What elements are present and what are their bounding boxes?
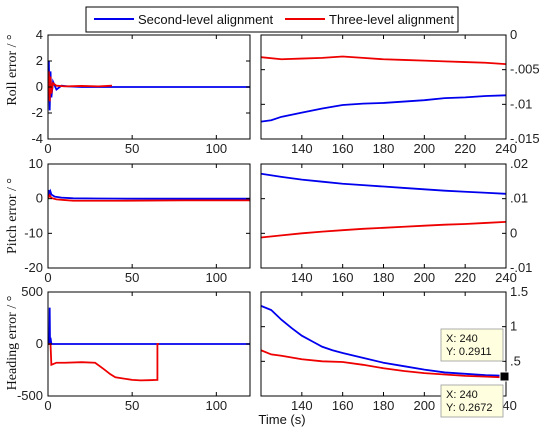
y-tick-label: 2 bbox=[36, 53, 43, 68]
x-tick-label: 140 bbox=[291, 141, 313, 156]
x-tick-label: 160 bbox=[332, 398, 354, 413]
series-line-three-level bbox=[261, 349, 506, 379]
x-tick-label: 0 bbox=[44, 270, 51, 285]
y-tick-label: 0 bbox=[36, 191, 43, 206]
x-tick-label: 100 bbox=[205, 398, 227, 413]
legend-label-second-level: Second-level alignment bbox=[138, 12, 274, 27]
y-tick-label: -.01 bbox=[510, 96, 532, 111]
series-line-three-level bbox=[48, 193, 250, 202]
x-tick-label: 50 bbox=[125, 141, 139, 156]
series-line-three-level bbox=[48, 343, 160, 382]
y-tick-label: -4 bbox=[31, 131, 43, 146]
y-tick-label: -.005 bbox=[510, 62, 540, 77]
axes-frame bbox=[260, 34, 507, 140]
y-tick-label: 4 bbox=[36, 27, 43, 42]
x-tick-label: 140 bbox=[291, 398, 313, 413]
panel-4: 140 160 180 200 220 240-.01 0 .01 .02 bbox=[260, 156, 532, 285]
series-line-second-level bbox=[261, 94, 506, 123]
x-tick-label: 0 bbox=[44, 141, 51, 156]
series-line-second-level bbox=[48, 60, 250, 111]
y-tick-label: -10 bbox=[24, 225, 43, 240]
x-tick-label: 50 bbox=[125, 398, 139, 413]
y-tick-label: .01 bbox=[510, 191, 528, 206]
datatip-2-y: Y: 0.2672 bbox=[446, 402, 493, 414]
x-tick-label: 160 bbox=[332, 141, 354, 156]
x-tick-label: 240 bbox=[495, 270, 517, 285]
y-tick-label: -20 bbox=[24, 260, 43, 275]
axes-frame bbox=[47, 163, 251, 269]
x-tick-label: 100 bbox=[205, 141, 227, 156]
x-tick-label: 0 bbox=[44, 398, 51, 413]
datatip-marker bbox=[499, 371, 510, 382]
datatip-1: X: 240 Y: 0.2911 bbox=[440, 328, 504, 362]
x-tick-label: 180 bbox=[373, 141, 395, 156]
y-tick-label: 1.5 bbox=[510, 284, 528, 299]
datatip-2-x: X: 240 bbox=[446, 389, 478, 401]
series-line-three-level bbox=[261, 220, 506, 239]
ylabel-pitch: Pitch error / ° bbox=[5, 178, 20, 254]
x-tick-label: 240 bbox=[495, 141, 517, 156]
y-tick-label: .02 bbox=[510, 156, 528, 171]
y-tick-label: 0 bbox=[36, 79, 43, 94]
y-tick-label: 1 bbox=[510, 319, 517, 334]
datatip-2: X: 240 Y: 0.2672 bbox=[440, 384, 504, 418]
y-tick-label: -.01 bbox=[510, 260, 532, 275]
series-line-second-level bbox=[48, 188, 250, 200]
panel-1: 0 50 100 -4 -2 0 2 4 bbox=[31, 27, 251, 156]
x-tick-label: 180 bbox=[373, 270, 395, 285]
y-tick-label: 500 bbox=[21, 284, 43, 299]
x-tick-label: 200 bbox=[413, 141, 435, 156]
legend-label-three-level: Three-level alignment bbox=[329, 12, 454, 27]
datatip-2-box bbox=[440, 384, 504, 418]
ylabel-heading: Heading error / ° bbox=[5, 296, 20, 391]
x-tick-label: 220 bbox=[454, 270, 476, 285]
y-tick-label: -2 bbox=[31, 105, 43, 120]
x-tick-label: 50 bbox=[125, 270, 139, 285]
series-line-three-level bbox=[261, 55, 506, 66]
panel-3: 0 50 100 -20 -10 0 10 bbox=[24, 156, 251, 285]
x-tick-label: 160 bbox=[332, 270, 354, 285]
series-line-second-level bbox=[261, 172, 506, 195]
x-tick-label: 200 bbox=[413, 398, 435, 413]
series-line-three-level bbox=[48, 71, 113, 102]
y-tick-label: 0 bbox=[510, 27, 517, 42]
series-line-second-level bbox=[48, 307, 250, 345]
y-tick-label: 10 bbox=[29, 156, 43, 171]
panel-2: 140 160 180 200 220 240-.015 -.01 -.005 0 bbox=[260, 27, 540, 156]
legend-box bbox=[85, 6, 459, 33]
x-tick-label: 140 bbox=[291, 270, 313, 285]
x-tick-label: 200 bbox=[413, 270, 435, 285]
datatip-1-x: X: 240 bbox=[446, 333, 478, 345]
ylabel-roll: Roll error / ° bbox=[5, 34, 20, 105]
y-tick-label: -500 bbox=[17, 388, 43, 403]
x-tick-label: 220 bbox=[454, 141, 476, 156]
y-tick-label: -.015 bbox=[510, 131, 540, 146]
x-tick-label: 100 bbox=[205, 270, 227, 285]
y-tick-label: 0 bbox=[36, 336, 43, 351]
legend: Second-level alignment Three-level align… bbox=[85, 6, 459, 33]
series-line-second-level bbox=[261, 305, 506, 377]
y-tick-label: 0 bbox=[510, 225, 517, 240]
datatip-1-y: Y: 0.2911 bbox=[446, 346, 492, 358]
xlabel-time: Time (s) bbox=[258, 412, 305, 427]
x-tick-label: 180 bbox=[373, 398, 395, 413]
y-tick-label: .5 bbox=[510, 353, 521, 368]
datatip-1-box bbox=[440, 328, 504, 362]
